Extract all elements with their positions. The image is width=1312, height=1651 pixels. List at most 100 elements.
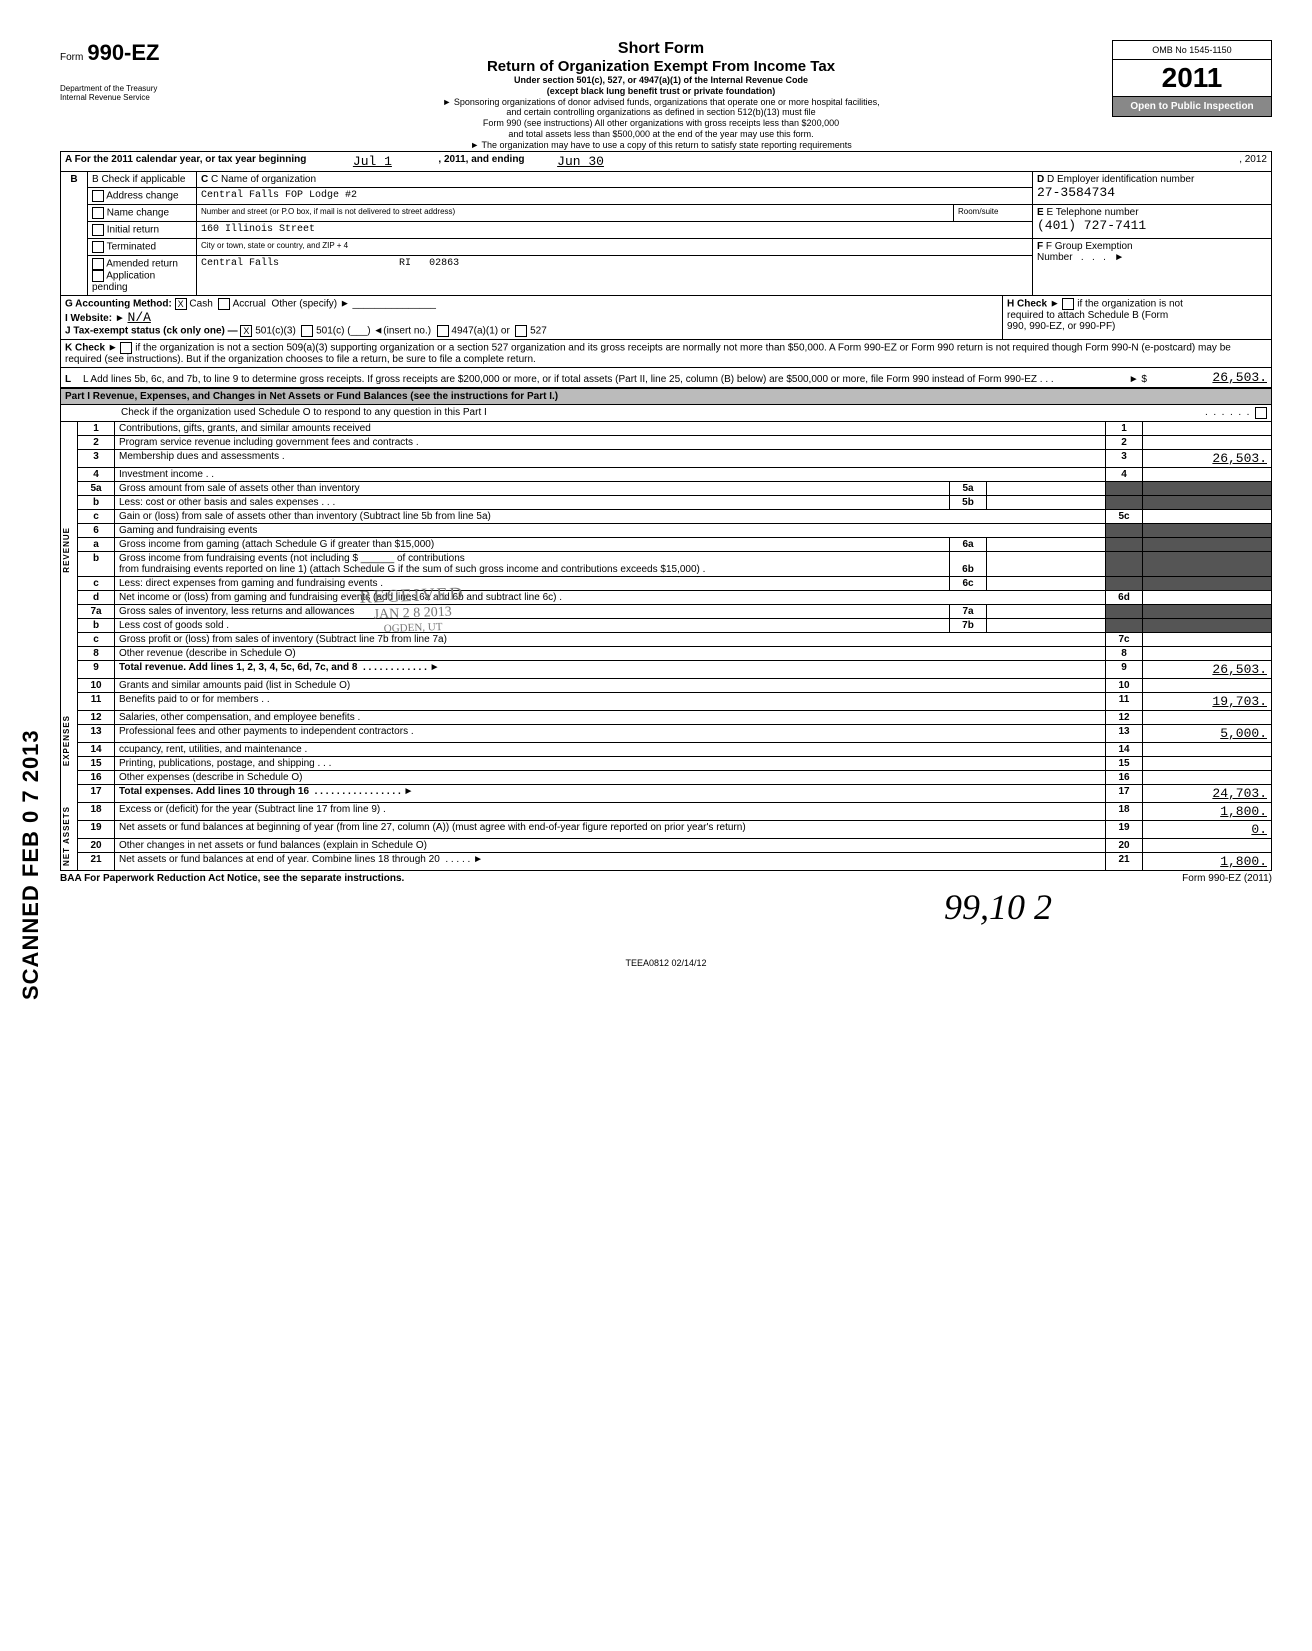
line-h-text3: 990, 990-EZ, or 990-PF) xyxy=(1007,321,1115,332)
line-16: Other expenses (describe in Schedule O) xyxy=(115,771,1105,784)
line-i-label: I Website: ► xyxy=(65,313,125,324)
title-sub2: (except black lung benefit trust or priv… xyxy=(218,86,1104,97)
line-l-text: L Add lines 5b, 6c, and 7b, to line 9 to… xyxy=(83,374,1129,385)
line-a-end-month: Jun 30 xyxy=(531,154,631,169)
title-sub4: and certain controlling organizations as… xyxy=(218,107,1104,118)
line-l-arrow: ► $ xyxy=(1129,374,1147,385)
ck-cash[interactable]: X xyxy=(175,298,187,310)
ck-501c[interactable] xyxy=(301,325,313,337)
box-6c: 6c xyxy=(949,577,986,590)
org-name: Central Falls FOP Lodge #2 xyxy=(197,187,1033,204)
ck-accrual[interactable] xyxy=(218,298,230,310)
tax-year: 2011 xyxy=(1112,60,1272,97)
line-19: Net assets or fund balances at beginning… xyxy=(115,821,1105,838)
line-13: Professional fees and other payments to … xyxy=(115,725,1105,742)
line-l-value: 26,503. xyxy=(1147,370,1267,385)
city: Central Falls xyxy=(201,258,279,269)
line-17: Total expenses. Add lines 10 through 16 xyxy=(119,786,309,797)
part1-header: Part I Revenue, Expenses, and Changes in… xyxy=(60,388,1272,405)
revenue-section: REVENUE 1Contributions, gifts, grants, a… xyxy=(60,422,1272,679)
form-header: Form 990-EZ Department of the Treasury I… xyxy=(60,40,1272,151)
line-20: Other changes in net assets or fund bala… xyxy=(115,839,1105,852)
line-11: Benefits paid to or for members . . xyxy=(115,693,1105,710)
opt-4947: 4947(a)(1) or xyxy=(451,325,509,336)
scanned-stamp: SCANNED FEB 0 7 2013 xyxy=(18,729,44,1000)
ck-name-change[interactable] xyxy=(92,207,104,219)
line-a-mid: , 2011, and ending xyxy=(438,154,524,169)
box-f-label2: Number xyxy=(1037,252,1073,263)
ck-initial-return[interactable] xyxy=(92,224,104,236)
line-1: Contributions, gifts, grants, and simila… xyxy=(115,422,1105,435)
line-7b: Less cost of goods sold . xyxy=(115,619,949,632)
title-sub1: Under section 501(c), 527, or 4947(a)(1)… xyxy=(218,75,1104,86)
part1-check-text: Check if the organization used Schedule … xyxy=(121,407,1205,419)
title-short: Short Form xyxy=(218,40,1104,58)
ck-527[interactable] xyxy=(515,325,527,337)
state: RI xyxy=(399,258,411,269)
box-f-label: F Group Exemption xyxy=(1046,241,1133,252)
line-19-val: 0. xyxy=(1142,821,1271,838)
line-21: Net assets or fund balances at end of ye… xyxy=(119,854,440,865)
room-label: Room/suite xyxy=(954,204,1033,221)
line-8: Other revenue (describe in Schedule O) xyxy=(115,647,1105,660)
line-l: L L Add lines 5b, 6c, and 7b, to line 9 … xyxy=(60,368,1272,388)
ck-501c3[interactable]: X xyxy=(240,325,252,337)
handwritten: 99,10 2 xyxy=(944,887,1052,927)
side-expenses: EXPENSES xyxy=(62,715,76,766)
line-6d: Net income or (loss) from gaming and fun… xyxy=(115,591,1105,604)
footer-row: BAA For Paperwork Reduction Act Notice, … xyxy=(60,871,1272,886)
line-ghij: G Accounting Method: X Cash Accrual Othe… xyxy=(60,296,1272,340)
form-number: 990-EZ xyxy=(87,40,159,66)
side-netassets: NET ASSETS xyxy=(62,806,76,866)
opt-accrual: Accrual xyxy=(233,298,266,309)
side-revenue: REVENUE xyxy=(62,527,76,573)
line-6b-1: Gross income from fundraising events (no… xyxy=(119,553,358,564)
line-6b-2: of contributions xyxy=(397,553,465,564)
opt-address-change: Address change xyxy=(106,190,178,201)
line-a-label: A For the 2011 calendar year, or tax yea… xyxy=(65,154,306,169)
ck-address-change[interactable] xyxy=(92,190,104,202)
opt-initial-return: Initial return xyxy=(107,224,159,235)
line-2: Program service revenue including govern… xyxy=(115,436,1105,449)
omb-number: OMB No 1545-1150 xyxy=(1112,40,1272,60)
line-k: K Check ► if the organization is not a s… xyxy=(60,340,1272,368)
line-10: Grants and similar amounts paid (list in… xyxy=(115,679,1105,692)
opt-527: 527 xyxy=(530,325,547,336)
insert-no: ) ◄(insert no.) xyxy=(367,325,431,336)
line-g-label: G Accounting Method: xyxy=(65,298,172,309)
ck-part1-scho[interactable] xyxy=(1255,407,1267,419)
line-18: Excess or (deficit) for the year (Subtra… xyxy=(115,803,1105,820)
website-value: N/A xyxy=(128,310,151,325)
ck-amended[interactable] xyxy=(92,258,104,270)
dept-treasury: Department of the Treasury xyxy=(60,84,210,93)
title-sub7: ► The organization may have to use a cop… xyxy=(218,140,1104,151)
line-h-text1: if the organization is not xyxy=(1077,298,1183,309)
title-sub6: and total assets less than $500,000 at t… xyxy=(218,129,1104,140)
line-h-label: H Check ► xyxy=(1007,298,1060,309)
ck-app-pending[interactable] xyxy=(92,270,104,282)
ck-terminated[interactable] xyxy=(92,241,104,253)
box-e-label: E Telephone number xyxy=(1046,207,1138,218)
opt-501c3: 501(c)(3) xyxy=(255,325,296,336)
ein-value: 27-3584734 xyxy=(1037,185,1115,200)
line-14: ccupancy, rent, utilities, and maintenan… xyxy=(115,743,1105,756)
part1-check-row: Check if the organization used Schedule … xyxy=(60,405,1272,422)
ck-h[interactable] xyxy=(1062,298,1074,310)
opt-other: Other (specify) ► xyxy=(271,298,349,309)
ck-4947[interactable] xyxy=(437,325,449,337)
line-5b: Less: cost or other basis and sales expe… xyxy=(115,496,949,509)
dept-irs: Internal Revenue Service xyxy=(60,93,210,102)
line-k-text: if the organization is not a section 509… xyxy=(65,342,1231,364)
box-c-label: C Name of organization xyxy=(211,174,316,185)
line-5c: Gain or (loss) from sale of assets other… xyxy=(115,510,1105,523)
line-11-val: 19,703. xyxy=(1142,693,1271,710)
ck-k[interactable] xyxy=(120,342,132,354)
opt-amended: Amended return xyxy=(106,258,178,269)
line-7a: Gross sales of inventory, less returns a… xyxy=(115,605,949,618)
box-6b: 6b xyxy=(949,552,986,576)
line-k-label: K Check ► xyxy=(65,342,118,353)
line-9: Total revenue. Add lines 1, 2, 3, 4, 5c,… xyxy=(119,662,357,673)
line-17-val: 24,703. xyxy=(1142,785,1271,802)
phone-value: (401) 727-7411 xyxy=(1037,218,1146,233)
line-6b-3: from fundraising events reported on line… xyxy=(119,564,705,575)
